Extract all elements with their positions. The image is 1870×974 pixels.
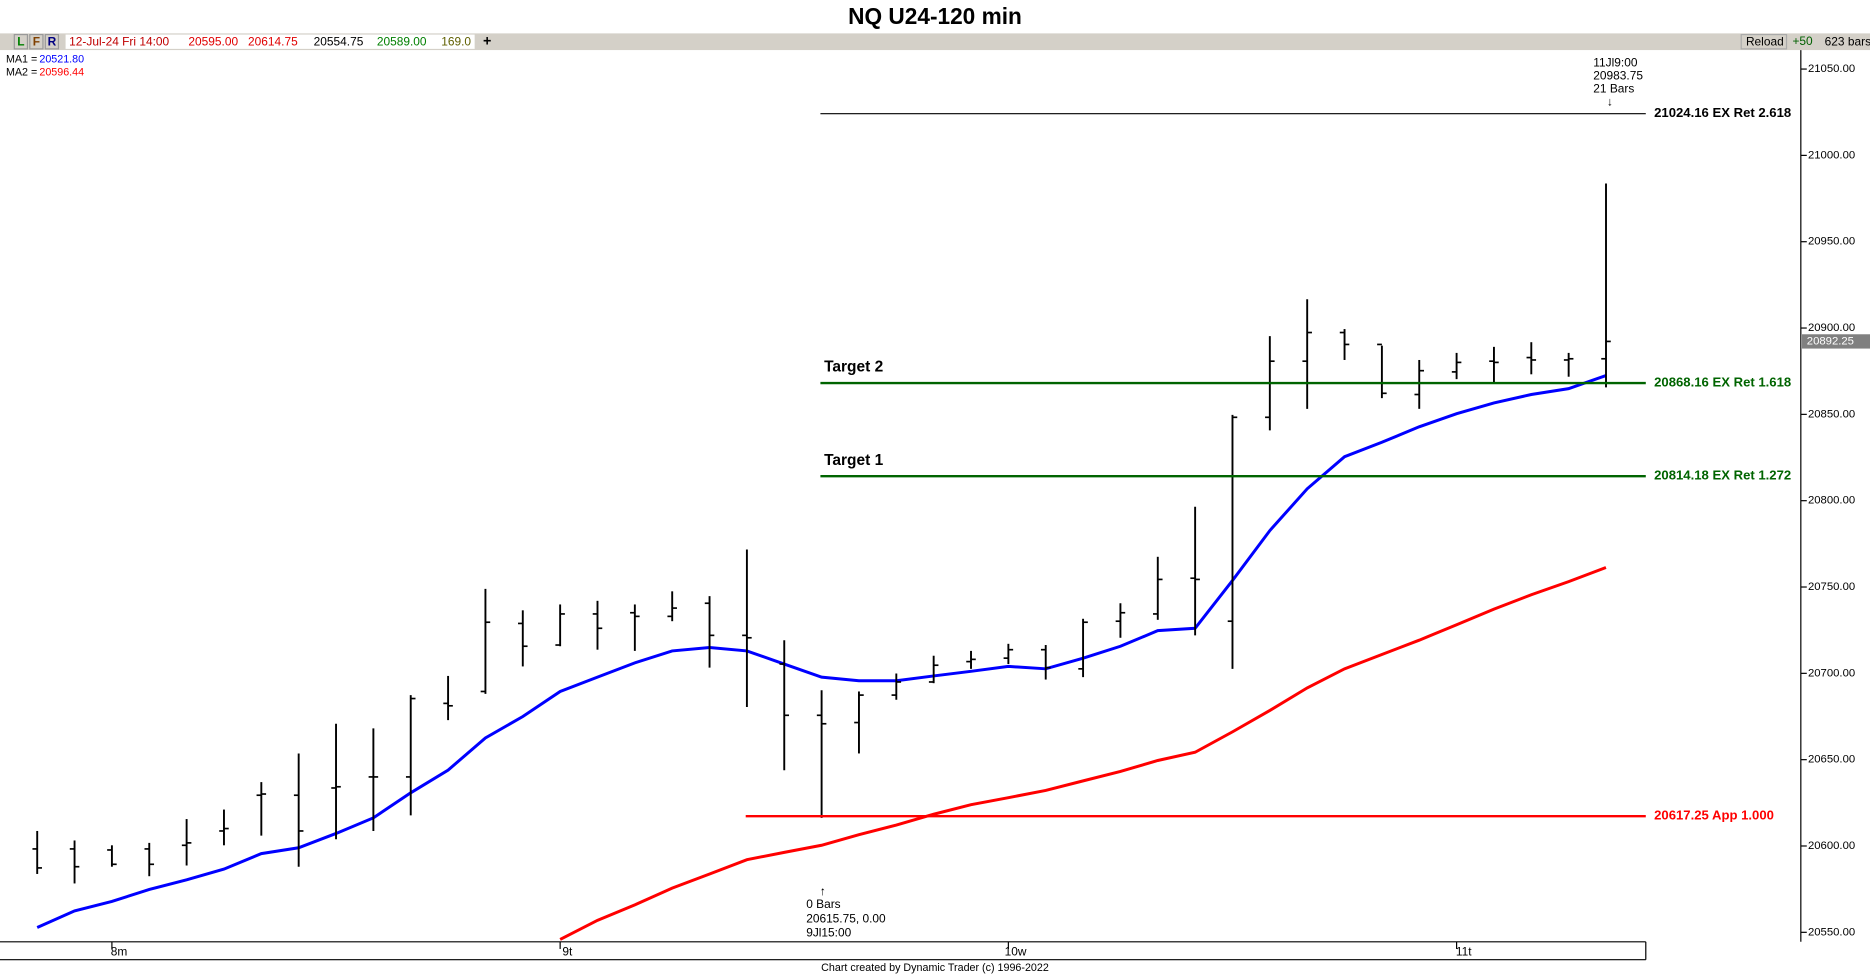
readout-low: 20554.75 (314, 34, 364, 48)
y-tick-label: 20800.00 (1808, 495, 1855, 507)
annotation-text: 20983.75 (1593, 68, 1643, 82)
y-tick-label: 20850.00 (1808, 408, 1855, 420)
footer: Chart created by Dynamic Trader (c) 1996… (821, 962, 1049, 974)
button-label[interactable]: F (33, 34, 40, 48)
ma-legend-label: MA2 = (6, 67, 37, 79)
annotation-text: 0 Bars (806, 897, 840, 911)
y-tick-label: 20600.00 (1808, 840, 1855, 852)
readout-open: 20595.00 (188, 34, 238, 48)
x-tick-label: 9t (562, 945, 573, 959)
target-label: Target 2 (824, 359, 883, 376)
readout-volume: 169.0 (441, 34, 471, 48)
ma-legend-value: 20596.44 (39, 67, 84, 79)
annotation-text: 11Jl9:00 (1593, 55, 1638, 69)
button-r[interactable] (44, 33, 60, 50)
annotation-arrow: ↑ (820, 884, 826, 898)
button-label[interactable]: R (48, 34, 57, 48)
button-label[interactable]: L (17, 34, 24, 48)
plot-area (32, 183, 1611, 941)
add-button[interactable]: + (483, 34, 491, 50)
annotation-arrow: ↓ (1607, 95, 1613, 109)
step[interactable]: +50 (1792, 34, 1813, 48)
readout-close: 20589.00 (377, 34, 427, 48)
readout-box (65, 34, 475, 49)
x-tick-label: 8m (111, 945, 128, 959)
y-tick-label: 20700.00 (1808, 667, 1855, 679)
level-label: 20617.25 App 1.000 (1654, 808, 1774, 823)
y-tick-label: 20650.00 (1808, 754, 1855, 766)
reload-label[interactable]: Reload (1746, 34, 1784, 48)
y-tick-label: 20900.00 (1808, 322, 1855, 334)
x-tick-label: 11t (1456, 945, 1472, 959)
x-tick-label: 10w (1005, 945, 1027, 959)
reload-button[interactable] (1740, 33, 1788, 50)
target-label: Target 1 (824, 452, 884, 469)
bar-count: 623 bars (1825, 34, 1870, 48)
annotation-text: 21 Bars (1593, 82, 1634, 96)
last-price-box (1802, 334, 1870, 349)
annotation-text: 9Jl15:00 (806, 926, 851, 940)
level-label: 20814.18 EX Ret 1.272 (1654, 468, 1791, 483)
chart-title: NQ U24-120 min (848, 3, 1022, 29)
readout-date: 12-Jul-24 Fri 14:00 (69, 34, 169, 48)
y-tick-label: 21000.00 (1808, 149, 1855, 161)
last-price-label: 20892.25 (1807, 335, 1854, 347)
y-tick-label: 20750.00 (1808, 581, 1855, 593)
readout-high: 20614.75 (248, 34, 298, 48)
button-l[interactable] (13, 33, 29, 50)
y-tick-label: 21050.00 (1808, 63, 1855, 75)
level-label: 21024.16 EX Ret 2.618 (1654, 105, 1791, 120)
ma-legend-label: MA1 = (6, 53, 37, 65)
ma-legend-value: 20521.80 (39, 53, 84, 65)
moving-average-line (559, 566, 1607, 941)
annotation-text: 20615.75, 0.00 (806, 911, 886, 925)
y-tick-label: 20950.00 (1808, 236, 1855, 248)
button-f[interactable] (29, 33, 44, 50)
y-tick-label: 20550.00 (1808, 926, 1855, 938)
level-label: 20868.16 EX Ret 1.618 (1654, 374, 1791, 389)
